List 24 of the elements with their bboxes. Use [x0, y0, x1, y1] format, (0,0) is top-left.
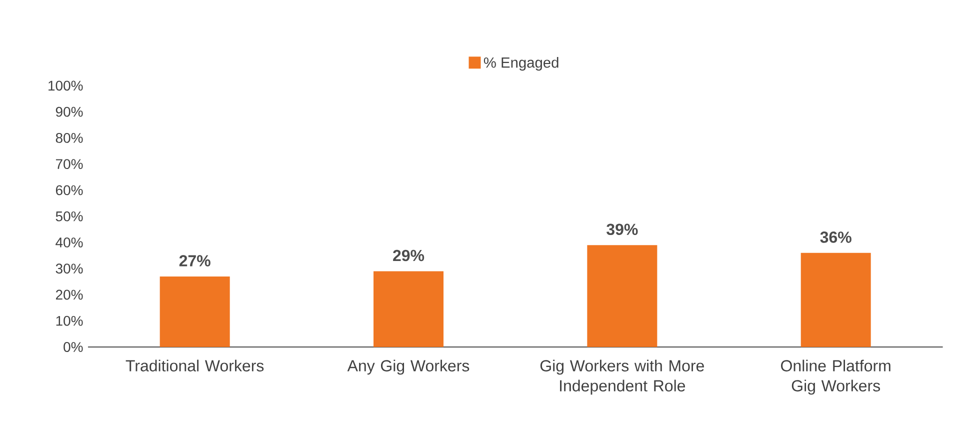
x-tick-label: Traditional Workers [126, 360, 264, 372]
data-label: 39% [606, 224, 638, 236]
y-tick-label: 20% [56, 290, 83, 300]
y-tick-label: 80% [56, 132, 83, 143]
bar [800, 252, 871, 347]
bar [374, 271, 444, 347]
data-label: 27% [179, 255, 210, 266]
data-label: 36% [820, 232, 852, 243]
x-tick-label: Online Platform Gig Workers [781, 360, 890, 395]
x-tick-label: Gig Workers with More Independent Role [540, 360, 704, 395]
y-tick-label: 90% [56, 106, 83, 117]
y-tick-label: 10% [56, 316, 83, 326]
y-tick-label: 30% [56, 264, 83, 274]
y-tick-label: 60% [56, 185, 83, 196]
y-tick-label: 0% [64, 342, 83, 352]
y-tick-label: 70% [56, 159, 83, 170]
x-tick-label: Any Gig Workers [347, 360, 470, 375]
bar [160, 276, 230, 347]
y-tick-label: 50% [56, 211, 83, 222]
data-label: 29% [393, 250, 424, 262]
bar [587, 245, 658, 347]
y-tick-label: 100% [48, 80, 83, 91]
y-tick-label: 40% [56, 238, 83, 248]
legend-label: % Engaged [484, 56, 558, 71]
